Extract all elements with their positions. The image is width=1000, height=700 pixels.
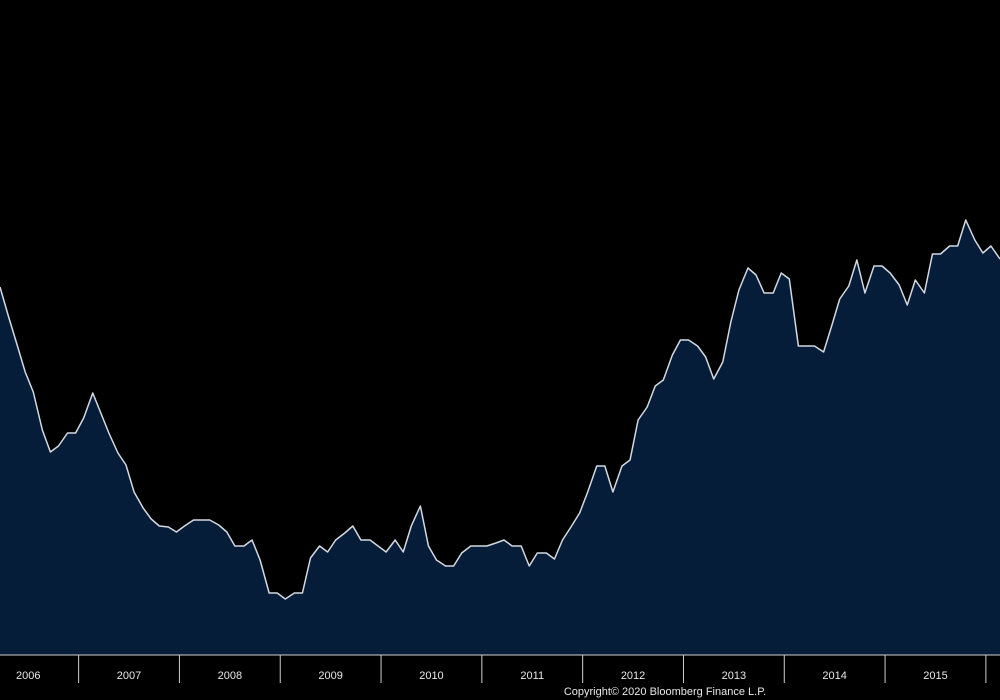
x-tick-label: 2011 [520,670,544,682]
x-tick-label: 2013 [722,670,746,682]
x-tick-label: 2010 [419,670,443,682]
x-tick-label: 2007 [117,670,141,682]
x-tick-label: 2015 [923,670,947,682]
area-line [0,219,1000,600]
x-tick-label: 2012 [621,670,645,682]
footnote: Copyright© 2020 Bloomberg Finance L.P. [564,686,766,698]
x-tick-label: 2014 [822,670,846,682]
x-tick-label: 2008 [218,670,242,682]
x-tick-label: 2009 [318,670,342,682]
area-fill [0,220,1000,655]
x-tick-label: 2006 [16,670,40,682]
